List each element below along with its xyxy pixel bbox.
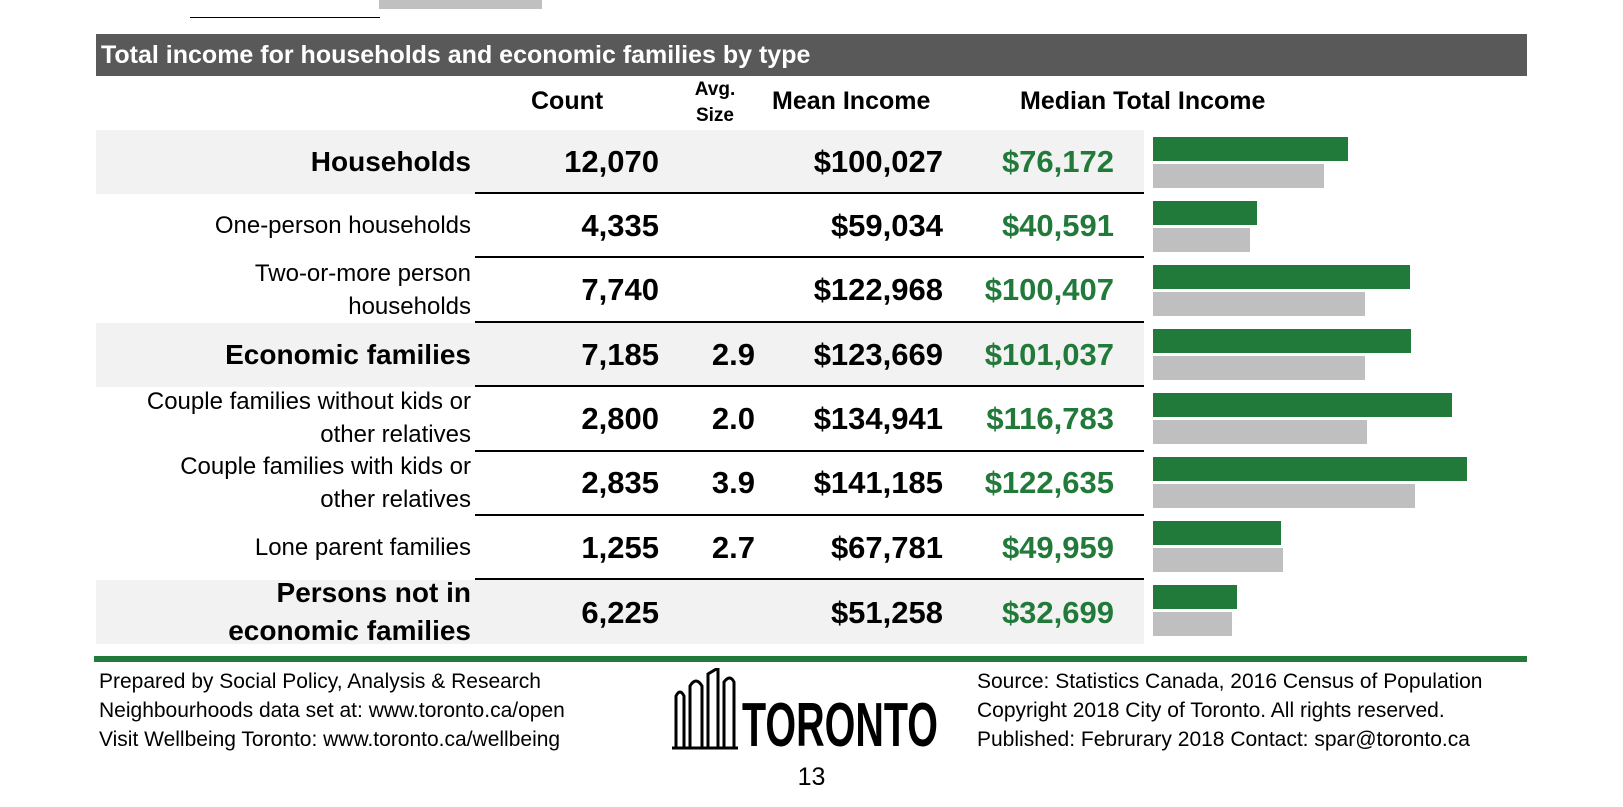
footer-left: Prepared by Social Policy, Analysis & Re…: [99, 667, 565, 754]
mean-income-cell: $67,781: [830, 530, 943, 565]
median-income-bar-chart: [1153, 0, 1523, 650]
median-income-bar: [1153, 393, 1452, 417]
row-label: One-person households: [214, 212, 471, 239]
count-cell: 2,800: [581, 401, 659, 436]
row-label: Couple families without kids or other re…: [146, 388, 471, 448]
row-label: Couple families with kids or other relat…: [180, 453, 471, 513]
median-income-bar: [1153, 265, 1410, 289]
mean-income-cell: $122,968: [813, 272, 943, 307]
page-number: 13: [797, 763, 826, 791]
comparison-income-bar: [1153, 164, 1324, 188]
toronto-logo-wordmark: TORONTO: [742, 691, 938, 752]
median-income-bar: [1153, 521, 1281, 545]
row-label: Persons not in economic families: [228, 577, 471, 646]
median-income-cell: $100,407: [984, 272, 1114, 307]
column-header-mean-income: Mean Income: [772, 87, 931, 115]
count-cell: 7,185: [581, 337, 659, 372]
toronto-logo: TORONTO: [672, 665, 942, 760]
row-separator: [475, 321, 1144, 323]
mean-income-cell: $123,669: [813, 337, 943, 372]
comparison-income-bar: [1153, 292, 1365, 316]
mean-income-cell: $141,185: [813, 465, 943, 500]
avg-size-cell: 2.7: [711, 530, 755, 565]
median-income-bar: [1153, 137, 1348, 161]
median-income-cell: $76,172: [1001, 144, 1114, 179]
row-band-households: [96, 130, 1144, 194]
row-separator: [475, 578, 1144, 580]
footer-copyright: Copyright 2018 City of Toronto. All righ…: [977, 699, 1445, 722]
comparison-income-bar: [1153, 484, 1415, 508]
footer-open-data-link: Neighbourhoods data set at: www.toronto.…: [99, 699, 565, 722]
median-income-cell: $116,783: [986, 401, 1114, 436]
row-label: Economic families: [225, 339, 471, 370]
mean-income-cell: $134,941: [813, 401, 943, 436]
column-header-avg-size: Avg. Size: [694, 79, 736, 126]
mean-income-cell: $59,034: [830, 208, 943, 243]
row-separator: [475, 450, 1144, 452]
count-cell: 7,740: [581, 272, 659, 307]
footer-prepared-by: Prepared by Social Policy, Analysis & Re…: [99, 670, 541, 693]
previous-section-bar: [379, 0, 542, 9]
row-separator: [475, 192, 1144, 194]
row-separator: [475, 256, 1144, 258]
avg-size-cell: 2.0: [711, 401, 755, 436]
row-label: Two-or-more person households: [254, 260, 471, 320]
median-income-bar: [1153, 457, 1467, 481]
row-separator: [475, 385, 1144, 387]
column-header-median-income: Median Total Income: [1020, 87, 1266, 115]
comparison-income-bar: [1153, 356, 1365, 380]
median-income-bar: [1153, 585, 1237, 609]
row-band-persons-not-in-families: [96, 580, 1144, 644]
median-income-cell: $122,635: [984, 465, 1114, 500]
count-cell: 6,225: [581, 595, 659, 630]
comparison-income-bar: [1153, 420, 1367, 444]
median-income-bar: [1153, 329, 1411, 353]
avg-size-cell: 2.9: [711, 337, 755, 372]
comparison-income-bar: [1153, 228, 1250, 252]
mean-income-cell: $51,258: [830, 595, 943, 630]
median-income-cell: $101,037: [984, 337, 1114, 372]
previous-section-rule: [190, 17, 380, 18]
footer-wellbeing-link: Visit Wellbeing Toronto: www.toronto.ca/…: [99, 728, 561, 751]
median-income-cell: $49,959: [1001, 530, 1114, 565]
column-header-count: Count: [531, 87, 604, 115]
section-title: Total income for households and economic…: [96, 34, 1527, 76]
footer-source: Source: Statistics Canada, 2016 Census o…: [977, 670, 1483, 693]
comparison-income-bar: [1153, 612, 1232, 636]
mean-income-cell: $100,027: [813, 144, 943, 179]
count-cell: 12,070: [564, 144, 659, 179]
count-cell: 2,835: [581, 465, 659, 500]
count-cell: 1,255: [581, 530, 659, 565]
row-band-economic-families: [96, 323, 1144, 387]
avg-size-cell: 3.9: [711, 465, 755, 500]
row-label: Households: [310, 146, 471, 177]
median-income-cell: $32,699: [1001, 595, 1114, 630]
row-label: Lone parent families: [254, 534, 471, 561]
median-income-bar: [1153, 201, 1257, 225]
footer-rule: [94, 656, 1527, 662]
median-income-cell: $40,591: [1001, 208, 1114, 243]
row-separator: [475, 514, 1144, 516]
footer-right: Source: Statistics Canada, 2016 Census o…: [977, 667, 1482, 754]
footer-published: Published: Februrary 2018 Contact: spar@…: [977, 728, 1470, 751]
count-cell: 4,335: [581, 208, 659, 243]
comparison-income-bar: [1153, 548, 1283, 572]
toronto-logo-graphic: TORONTO: [672, 665, 938, 760]
